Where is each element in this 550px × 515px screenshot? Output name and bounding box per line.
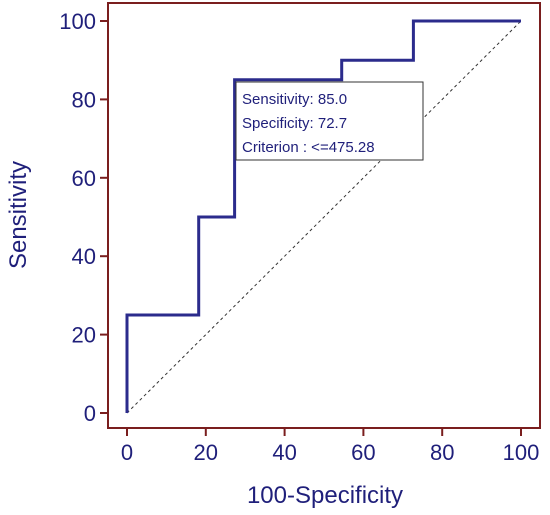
y-axis-title: Sensitivity: [5, 161, 32, 269]
annotation-box: [235, 81, 424, 161]
reference-diagonal-line: [126, 20, 522, 414]
tick-labels: 0 20 40 60 80 100 0 20 40 60 80 100: [59, 9, 539, 465]
roc-curve-series: [125, 19, 521, 413]
annotation-specificity: Specificity: 72.7: [242, 115, 347, 132]
y-tick-label: 40: [72, 244, 96, 269]
y-tick-label: 20: [72, 323, 96, 348]
x-tick-label: 0: [121, 440, 133, 465]
annotation-criterion: Criterion : <=475.28: [242, 139, 375, 156]
y-tick-label: 100: [59, 9, 96, 34]
axis-ticks: [100, 20, 522, 436]
x-tick-label: 100: [503, 440, 540, 465]
y-tick-label: 60: [72, 166, 96, 191]
y-tick-label: 0: [84, 401, 96, 426]
y-tick-label: 80: [72, 87, 96, 112]
criterion-annotation: Sensitivity: 85.0 Specificity: 72.7 Crit…: [235, 81, 424, 161]
annotation-sensitivity: Sensitivity: 85.0: [242, 91, 347, 108]
x-axis-title: 100-Specificity: [247, 482, 403, 509]
x-tick-label: 20: [194, 440, 218, 465]
plot-frame: [107, 2, 541, 429]
x-tick-label: 80: [430, 440, 454, 465]
x-tick-label: 40: [272, 440, 296, 465]
x-tick-label: 60: [351, 440, 375, 465]
